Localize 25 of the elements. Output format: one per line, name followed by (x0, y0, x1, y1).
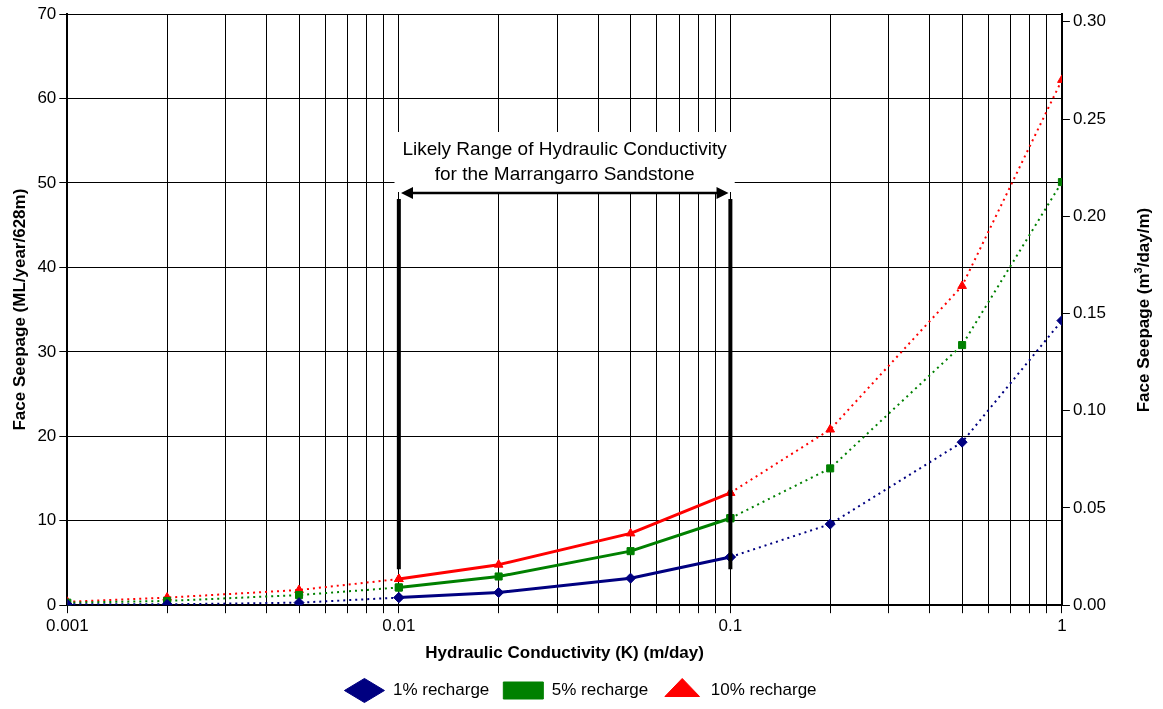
y2-tick-label: 0.15 (1072, 303, 1107, 323)
legend-label: 1% recharge (392, 680, 490, 700)
y2-tick-label: 0.10 (1072, 400, 1107, 420)
y-tick-label: 10 (37, 510, 57, 530)
x-tick-label: 0.01 (382, 616, 416, 636)
y-tick-label: 0 (46, 594, 57, 614)
y2-tick-label: 0.05 (1072, 497, 1107, 517)
x-axis-title: Hydraulic Conductivity (K) (m/day) (425, 643, 704, 663)
x-tick-label: 0.1 (718, 616, 743, 636)
y-tick-label: 70 (37, 3, 57, 23)
x-tick-label: 0.001 (46, 616, 89, 636)
y-tick-label: 30 (37, 341, 57, 361)
y-axis-title: Face Seepage (ML/year/628m) (9, 188, 29, 431)
legend-label: 10% recharge (710, 680, 817, 700)
y-tick-label: 60 (37, 88, 57, 108)
y-tick-label: 40 (37, 257, 57, 277)
y-tick-label: 20 (37, 425, 57, 445)
legend-label: 5% recharge (551, 680, 649, 700)
y-tick-label: 50 (37, 172, 57, 192)
y2-tick-label: 0.00 (1072, 594, 1107, 614)
y2-tick-label: 0.30 (1072, 11, 1107, 31)
y2-tick-label: 0.25 (1072, 108, 1107, 128)
annotation: Likely Range of Hydraulic Conductivity for the Marrangarro Sandstone (402, 138, 728, 185)
y2-tick-label: 0.20 (1072, 205, 1107, 225)
x-tick-label: 1 (1057, 616, 1067, 636)
